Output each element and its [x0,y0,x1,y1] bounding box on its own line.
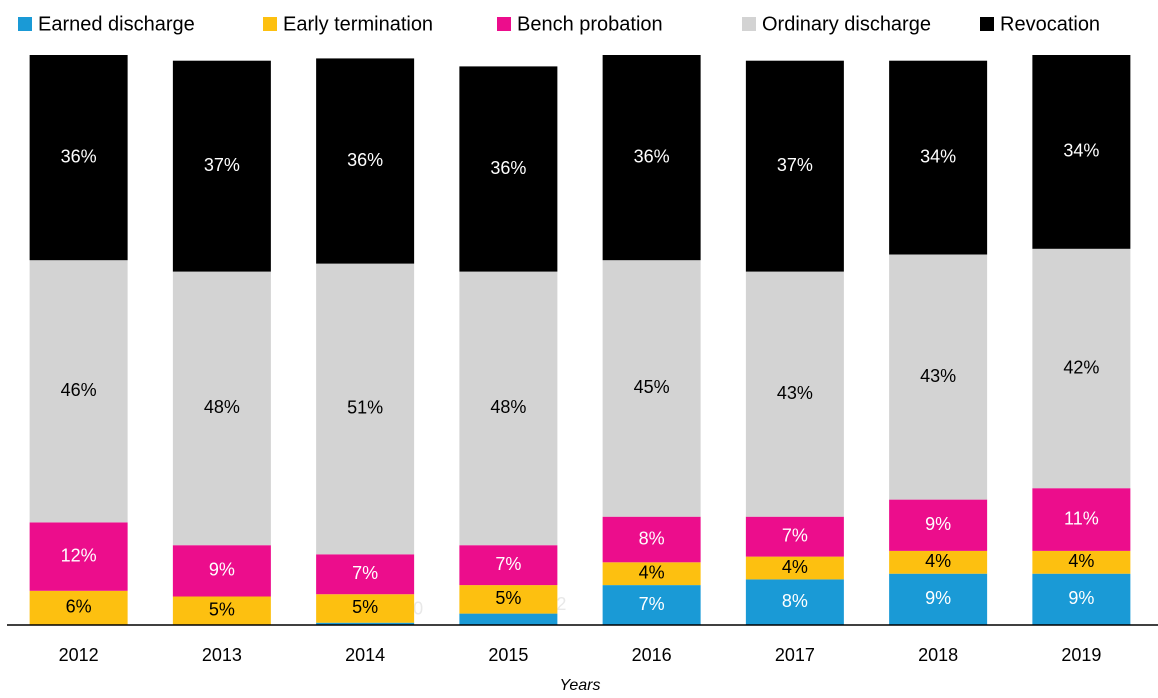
data-label: 34% [920,146,956,166]
data-label: 8% [639,528,665,548]
data-label: 4% [1068,551,1094,571]
data-label: 43% [777,383,813,403]
x-axis-label: Years [560,677,601,694]
bar-segment [602,562,701,586]
bar-segment [745,271,844,517]
data-label: 34% [1063,141,1099,161]
bar-segment [889,60,988,255]
data-label: 8% [782,591,808,611]
data-label: 37% [204,155,240,175]
bar-segment [316,554,415,595]
bar-segment [459,585,558,614]
data-label: 43% [920,366,956,386]
data-label: 6% [66,597,92,617]
data-label: 5% [352,597,378,617]
bar-segment [745,579,844,625]
bar-segment [602,260,701,517]
bar-segment [889,550,988,574]
data-label: 4% [925,551,951,571]
x-tick-label: 2019 [1061,645,1101,665]
data-label: 45% [634,377,670,397]
data-label: 51% [347,398,383,418]
bar-segment [29,522,128,591]
bar-segment [459,66,558,272]
legend-label: Revocation [1000,13,1100,35]
bar-segment [172,545,271,597]
data-label: 12% [61,545,97,565]
data-label: 4% [782,557,808,577]
bar-segment [889,499,988,551]
bar-segment [1032,488,1131,551]
bar-segment [745,516,844,557]
bar-segment [1032,55,1131,249]
data-label: 9% [925,588,951,608]
bar-segment [29,260,128,523]
bar-segment [602,55,701,261]
data-label: 11% [1064,508,1099,528]
data-label: 36% [61,146,97,166]
x-tick-label: 2013 [202,645,242,665]
legend-label: Earned discharge [38,13,195,35]
bar-segment [316,594,415,623]
data-label: 7% [495,554,521,574]
bar-segment [29,55,128,261]
data-label: 5% [495,588,521,608]
legend-label: Ordinary discharge [762,13,931,35]
bar-segment [1032,573,1131,625]
data-label: 4% [639,562,665,582]
data-label: 7% [639,594,665,614]
x-tick-label: 2015 [488,645,528,665]
legend-swatch [742,17,756,31]
legend-swatch [980,17,994,31]
data-label: 9% [1068,588,1094,608]
bar-segment [602,516,701,563]
bar-segment [29,590,128,625]
bar-segment [745,60,844,272]
data-label: 7% [782,525,808,545]
x-tick-label: 2017 [775,645,815,665]
data-label: 48% [204,397,240,417]
data-label: 2 [556,594,566,614]
data-label: 46% [61,380,97,400]
data-label: 5% [209,600,235,620]
bar-segment [316,263,415,555]
bar-segment [889,254,988,500]
data-label: 9% [925,514,951,534]
legend-swatch [263,17,277,31]
legend-swatch [497,17,511,31]
bar-segment [316,622,415,625]
x-tick-label: 2018 [918,645,958,665]
data-label: 36% [634,146,670,166]
bar-segment [316,58,415,264]
bar-segment [602,585,701,625]
data-label: 37% [777,155,813,175]
legend-label: Bench probation [517,13,663,35]
bar-segment [889,573,988,625]
bar-segment [172,60,271,272]
bar-segment [1032,550,1131,574]
bar-segment [459,545,558,586]
data-label: 42% [1063,357,1099,377]
bar-segment [745,556,844,580]
x-tick-label: 2012 [59,645,99,665]
x-tick-label: 2014 [345,645,385,665]
bar-segment [172,271,271,546]
x-tick-label: 2016 [632,645,672,665]
legend-label: Early termination [283,13,433,35]
data-label: 9% [209,560,235,580]
bar-segment [459,271,558,546]
data-label: 36% [347,150,383,170]
data-label: 48% [490,397,526,417]
bar-segment [1032,248,1131,489]
data-label: 7% [352,563,378,583]
bar-segment [172,596,271,625]
data-label: 36% [490,158,526,178]
legend-swatch [18,17,32,31]
bar-segment [459,613,558,625]
data-label: 0 [413,599,423,619]
